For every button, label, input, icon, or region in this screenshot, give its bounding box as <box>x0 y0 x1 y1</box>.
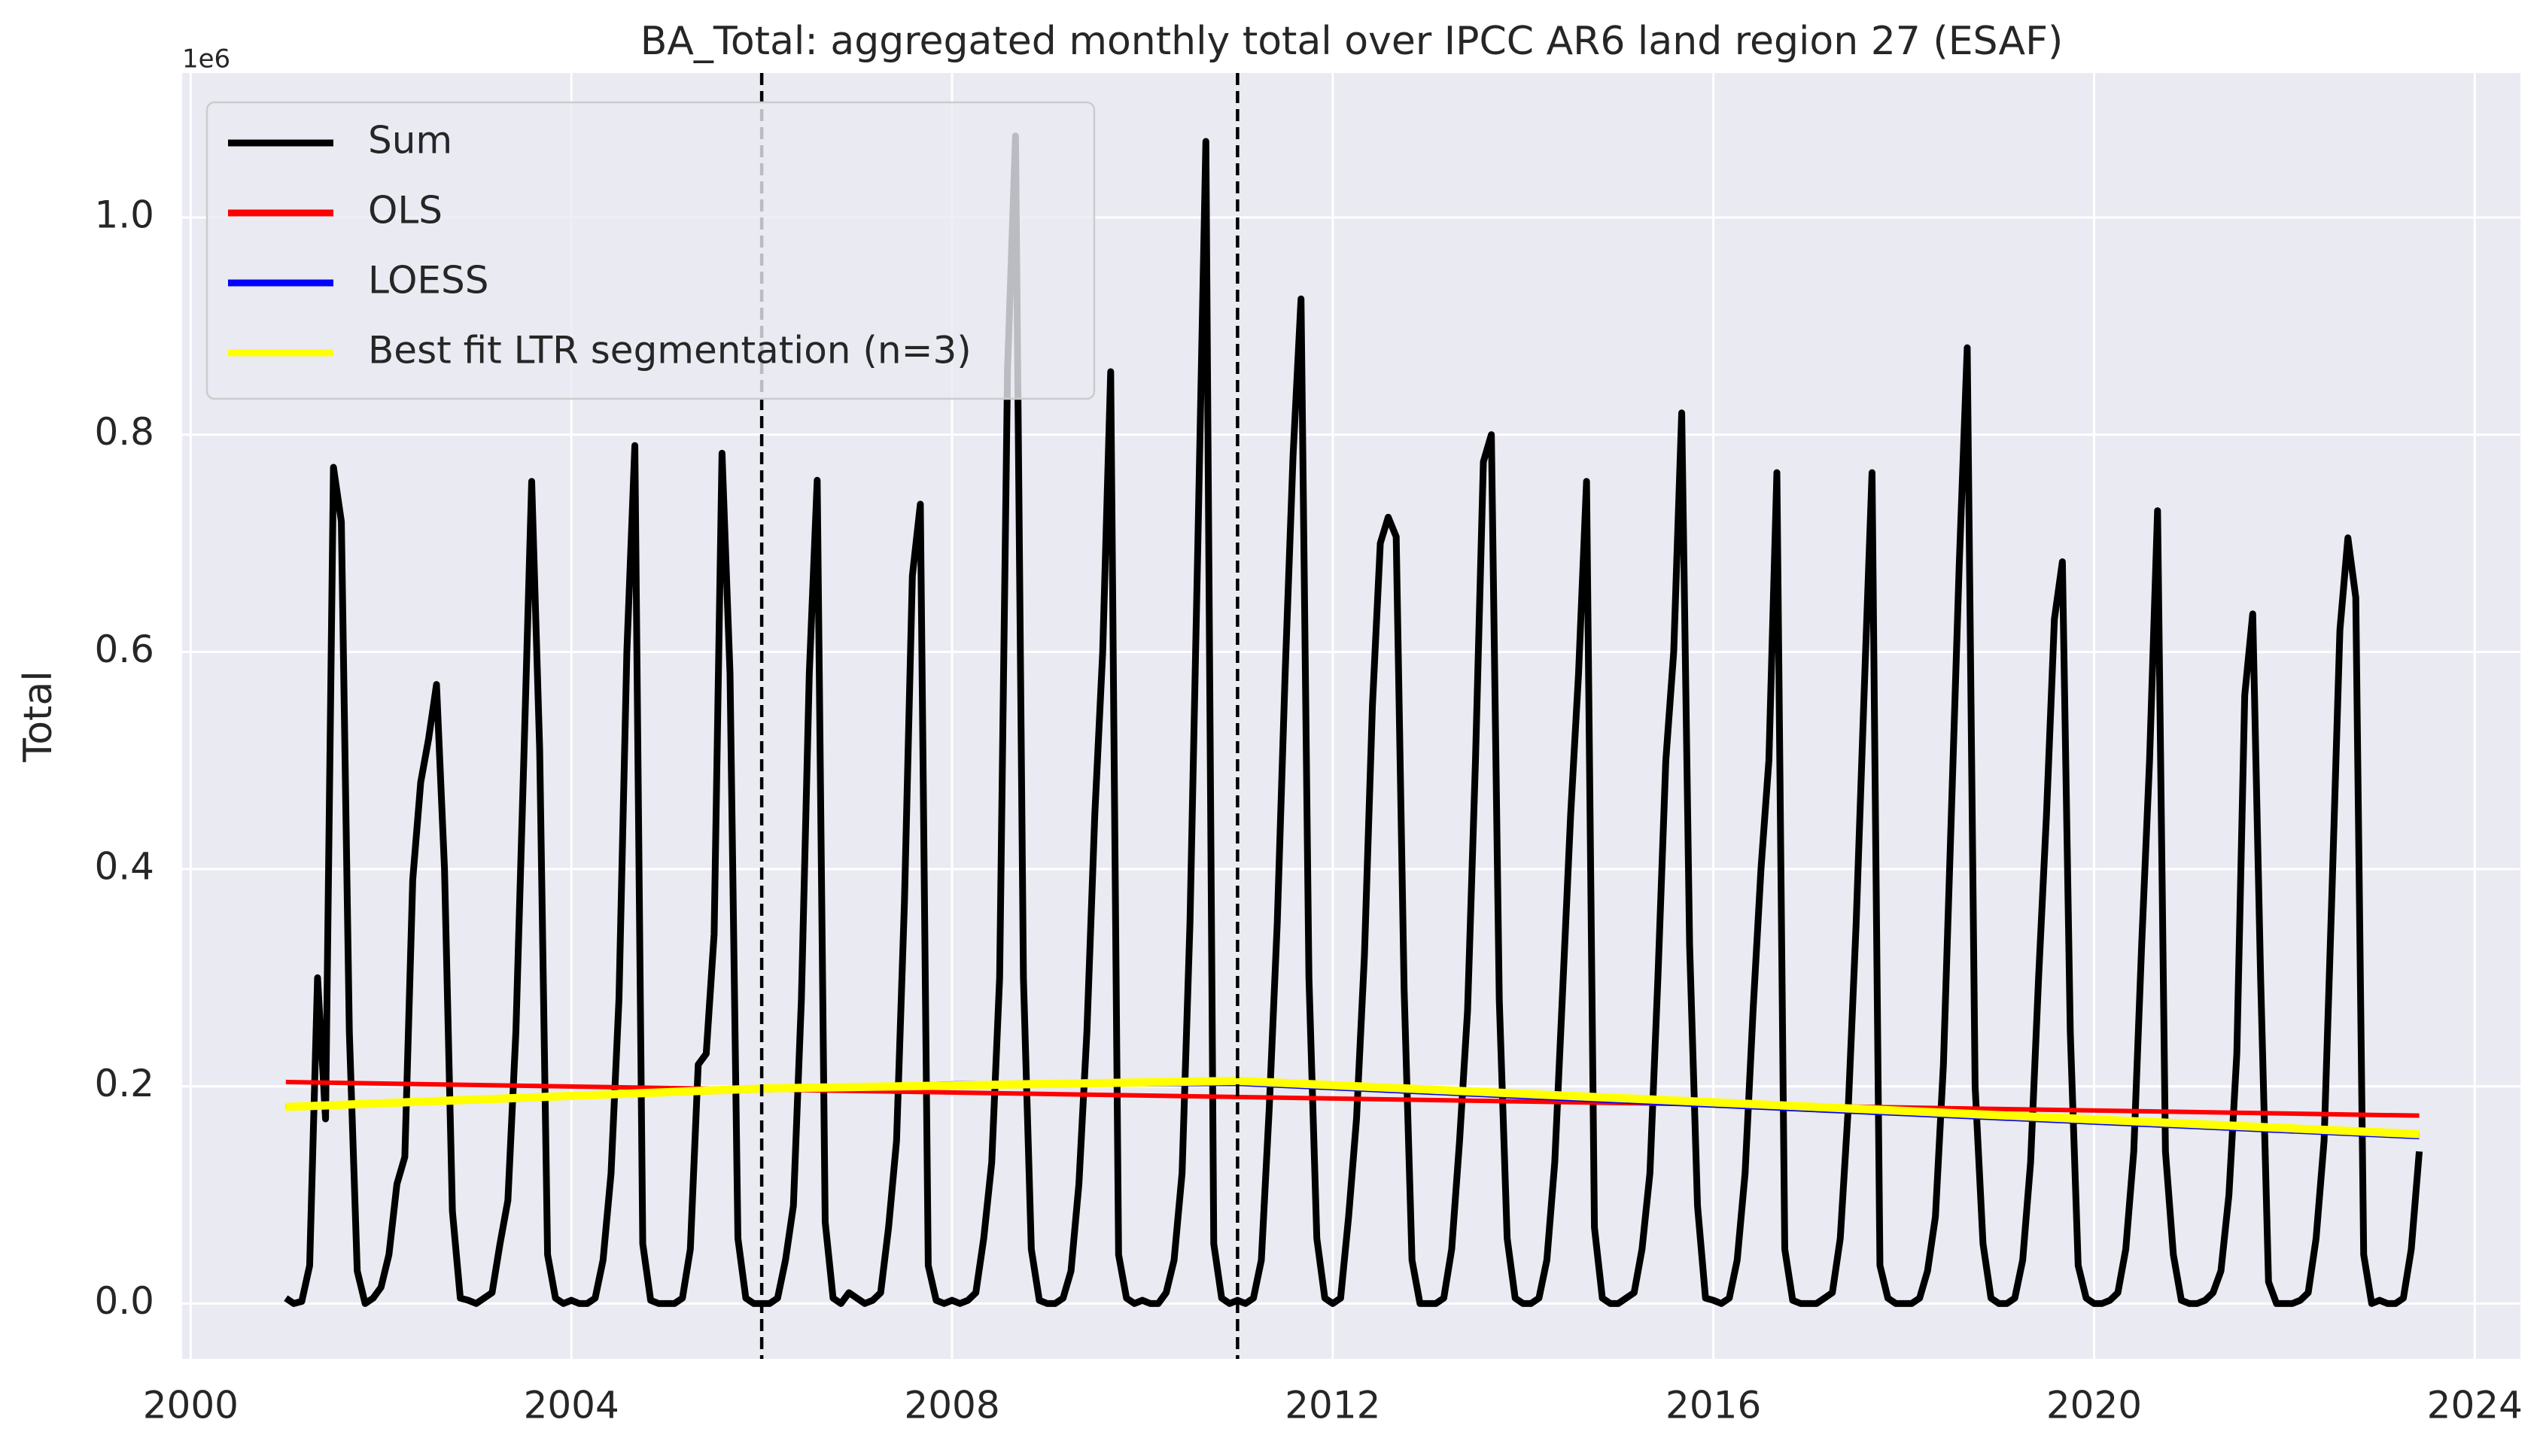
x-tick-label: 2008 <box>904 1384 999 1427</box>
x-tick-label: 2016 <box>1665 1384 1761 1427</box>
legend-label: OLS <box>368 189 443 233</box>
chart-title: BA_Total: aggregated monthly total over … <box>640 19 2064 64</box>
legend-label: Best fit LTR segmentation (n=3) <box>368 329 972 372</box>
x-tick-label: 2000 <box>143 1384 239 1427</box>
x-tick-label: 2020 <box>2046 1384 2142 1427</box>
offset-text: 1e6 <box>182 44 230 74</box>
series-line <box>284 132 2423 1307</box>
x-tick-label: 2012 <box>1285 1384 1380 1427</box>
series-line <box>285 1079 2420 1118</box>
x-tick-label: 2004 <box>524 1384 619 1427</box>
y-axis-label: Total <box>16 670 61 762</box>
y-tick-label: 0.6 <box>94 628 154 671</box>
y-tick-label: 0.4 <box>94 845 154 889</box>
series-line <box>285 1076 2420 1138</box>
y-tick-label: 1.0 <box>94 193 154 236</box>
y-tick-label: 0.8 <box>94 410 154 454</box>
legend: Sum OLS LOESS Best fit LTR segmentation (n=… <box>205 101 1096 400</box>
y-tick-label: 0.2 <box>94 1062 154 1105</box>
legend-frame <box>205 101 1096 400</box>
legend-label: Sum <box>368 119 452 163</box>
x-tick-label: 2024 <box>2427 1384 2523 1427</box>
legend-label: LOESS <box>368 259 489 302</box>
y-tick-label: 0.0 <box>94 1279 154 1323</box>
